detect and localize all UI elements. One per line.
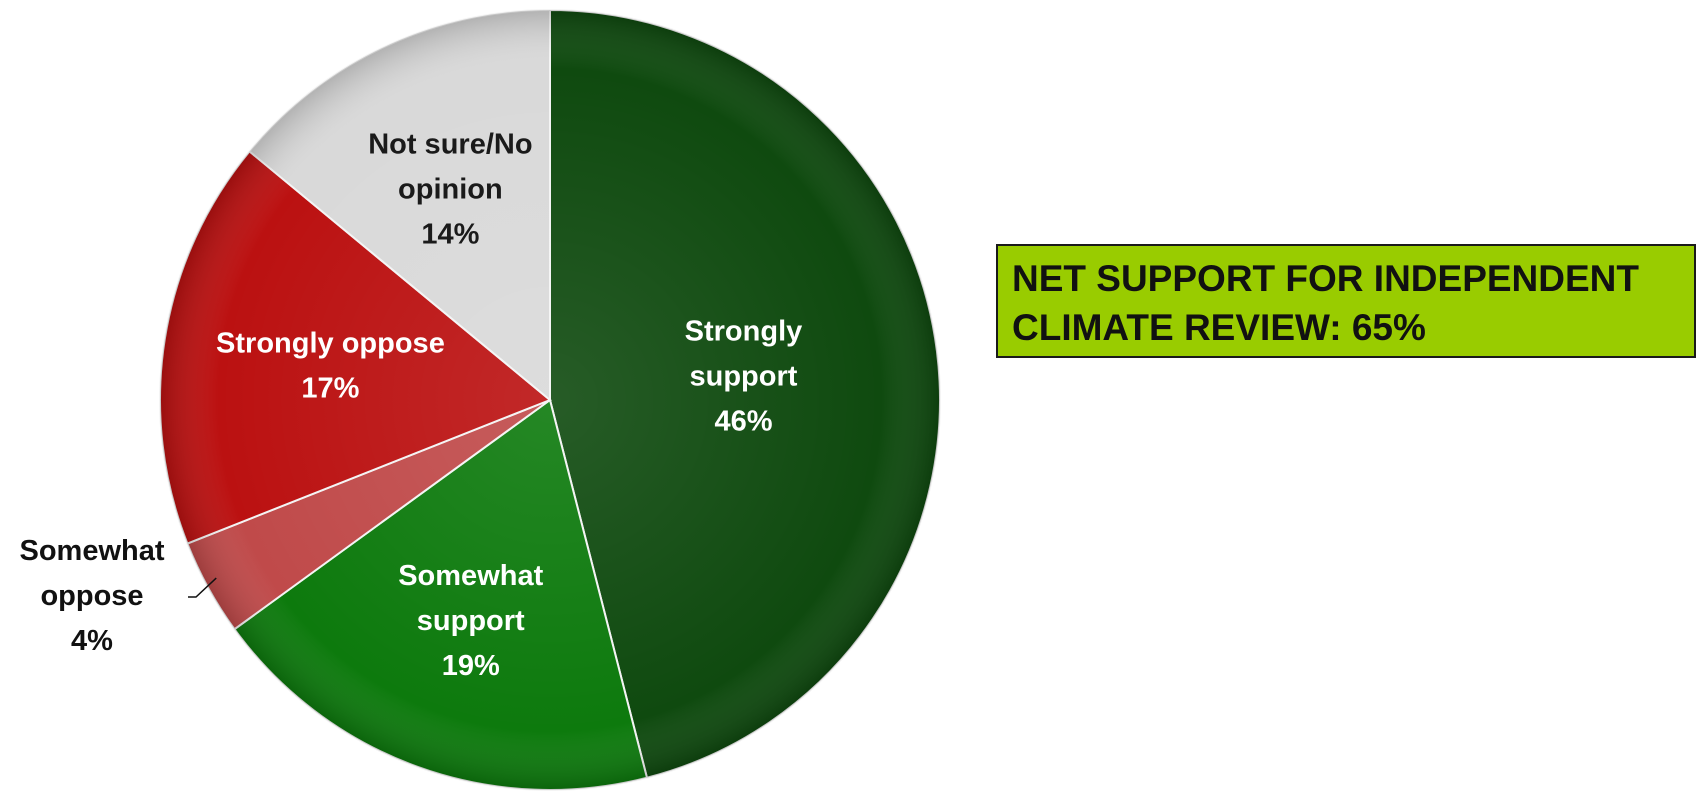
slice-value-somewhat-support: 19% bbox=[442, 650, 500, 682]
slice-name-line-not-sure-no-opinion: opinion bbox=[398, 173, 503, 205]
slice-name-line-strongly-oppose: Strongly oppose bbox=[216, 328, 445, 360]
slice-value-somewhat-oppose: 4% bbox=[71, 625, 113, 657]
slice-value-strongly-oppose: 17% bbox=[301, 373, 359, 405]
slice-name-line-somewhat-support: support bbox=[417, 605, 525, 637]
slice-name-line-somewhat-oppose: oppose bbox=[40, 580, 143, 612]
callout-line-1: NET SUPPORT FOR INDEPENDENT bbox=[1012, 258, 1639, 299]
net-support-callout: NET SUPPORT FOR INDEPENDENT CLIMATE REVI… bbox=[996, 244, 1696, 358]
slice-value-strongly-support: 46% bbox=[714, 406, 772, 438]
slice-label-strongly-oppose: Strongly oppose 17% bbox=[216, 328, 445, 405]
slice-name-line-not-sure-no-opinion: Not sure/No bbox=[368, 128, 532, 160]
pie-labels: Strongly support 46%Somewhat support 19%Some… bbox=[19, 128, 802, 682]
leader-line-somewhat-oppose bbox=[188, 577, 217, 598]
slice-label-not-sure-no-opinion: Not sure/No opinion 14% bbox=[368, 128, 532, 250]
slice-name-line-somewhat-oppose: Somewhat bbox=[19, 535, 164, 567]
slice-name-line-somewhat-support: Somewhat bbox=[398, 560, 543, 592]
slice-label-strongly-support: Strongly support 46% bbox=[685, 316, 803, 438]
slice-name-line-strongly-support: support bbox=[689, 361, 797, 393]
pie-slices bbox=[159, 8, 941, 791]
slice-label-somewhat-support: Somewhat support 19% bbox=[398, 560, 543, 682]
pie-chart: Strongly support 46%Somewhat support 19%Some… bbox=[19, 8, 941, 791]
slice-value-not-sure-no-opinion: 14% bbox=[421, 218, 479, 250]
callout-line-2: CLIMATE REVIEW: 65% bbox=[1012, 307, 1426, 348]
slice-name-line-strongly-support: Strongly bbox=[685, 316, 803, 348]
slice-label-somewhat-oppose: Somewhat oppose 4% bbox=[19, 535, 164, 657]
